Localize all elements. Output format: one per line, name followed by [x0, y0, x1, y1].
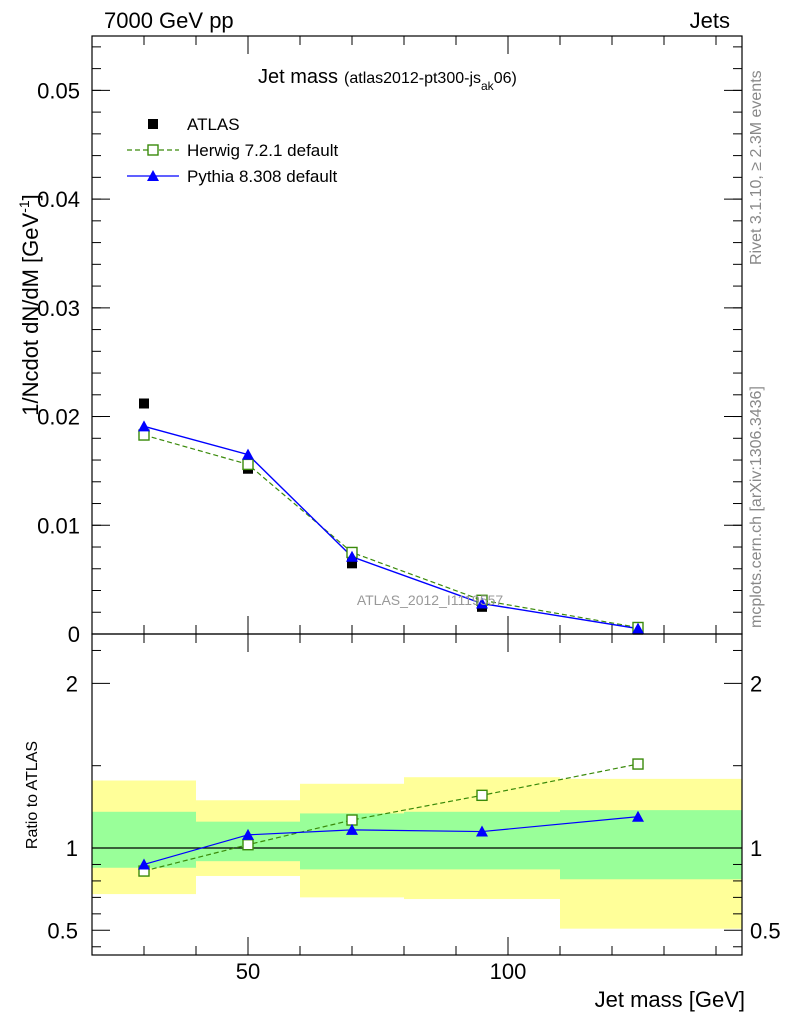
ratio-point: [476, 825, 488, 837]
legend-label: Pythia 8.308 default: [187, 167, 338, 186]
mcplots-label: mcplots.cern.ch [arXiv:1306.3436]: [748, 386, 765, 628]
ytick-label: 0: [68, 622, 80, 647]
ytick-label: 0.02: [37, 405, 80, 430]
legend: ATLAS Herwig 7.2.1 default Pythia 8.308 de…: [127, 115, 338, 186]
ratio-ylabel: Ratio to ATLAS: [24, 741, 41, 849]
ytick-label: 0.01: [37, 513, 80, 538]
ratio-ytick-label: 1: [66, 836, 78, 861]
xlabel: Jet mass [GeV]: [595, 987, 745, 1012]
legend-marker: [147, 144, 159, 156]
ratio-ytick-label-right: 2: [750, 671, 762, 696]
ratio-point: [346, 814, 358, 826]
legend-label: Herwig 7.2.1 default: [187, 141, 338, 160]
data-point: [476, 597, 488, 609]
band-green: [404, 811, 560, 870]
watermark: ATLAS_2012_I1119557: [357, 592, 504, 608]
data-point: [139, 398, 149, 409]
ratio-point: [632, 810, 644, 822]
rivet-label: Rivet 3.1.10, ≥ 2.3M events: [748, 70, 765, 265]
ytick-label: 0.05: [37, 78, 80, 103]
ratio-point: [346, 823, 358, 835]
legend-marker: [148, 119, 158, 129]
ratio-ytick-label: 0.5: [47, 918, 78, 943]
chart-title: Jet mass (atlas2012-pt300-jsak06): [258, 66, 517, 93]
ratio-point: [242, 839, 254, 851]
ratio-bands: [92, 777, 742, 929]
band-green: [92, 811, 196, 868]
ratio-point: [476, 789, 488, 802]
data-point: [632, 622, 644, 634]
ratio-frame: [91, 633, 743, 956]
ratio-ytick-label: 2: [66, 671, 78, 696]
axes: 0 0.01 0.02 0.03 0.04 0.05 0.5 0.5 1 1 2 2 50 100: [37, 35, 781, 984]
ratio-ytick-label-right: 1: [750, 836, 762, 861]
data-point: [242, 448, 254, 460]
header-left: 7000 GeV pp: [104, 8, 234, 33]
band-green: [560, 810, 742, 880]
data-point: [138, 420, 150, 432]
ratio-point: [242, 828, 254, 840]
ytick-label: 0.04: [37, 187, 80, 212]
data-point: [346, 550, 358, 562]
data-point: [138, 429, 150, 441]
main-ylabel: 1/Ncdot dN/dM [GeV-1]: [16, 194, 43, 416]
ytick-label: 0.03: [37, 296, 80, 321]
legend-marker: [147, 170, 159, 181]
ratio-point: [138, 858, 150, 870]
ratio-plot: [138, 758, 644, 877]
data-point: [347, 558, 357, 569]
ratio-ytick-label-right: 0.5: [750, 918, 781, 943]
header-right: Jets: [690, 8, 730, 33]
ratio-point: [632, 758, 644, 770]
main-plot: ATLAS_2012_I1119557: [138, 398, 644, 635]
data-point: [242, 458, 254, 471]
xtick-label: 50: [236, 959, 260, 984]
legend-label: ATLAS: [187, 115, 240, 134]
xtick-label: 100: [490, 959, 527, 984]
